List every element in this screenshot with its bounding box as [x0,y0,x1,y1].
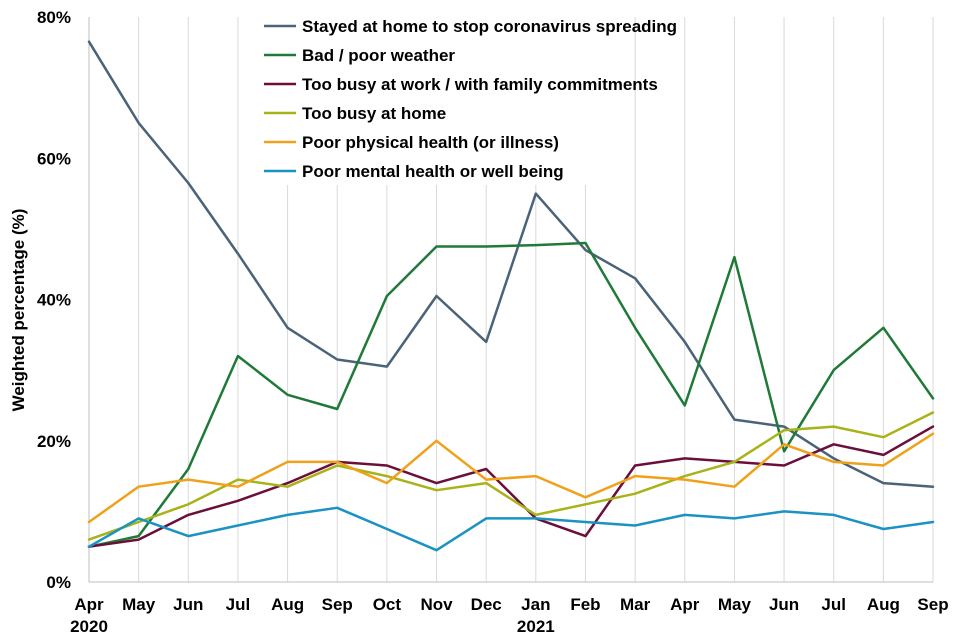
series-line [87,506,935,552]
axes [88,17,933,583]
series-line [87,425,935,548]
x-tick-label: Dec [471,595,502,614]
legend-background [255,10,625,185]
series-line [87,40,935,488]
legend-label: Stayed at home to stop coronavirus sprea… [302,17,677,36]
y-axis-label: Weighted percentage (%) [9,209,28,412]
y-tick-label: 20% [37,432,71,451]
y-tick-label: 40% [37,291,71,310]
legend-label: Too busy at home [302,104,446,123]
x-tick-label: Nov [420,595,453,614]
x-tick-labels: Apr May Jun Jul Aug Sep Oct Nov Dec Jan Feb Mar Apr M… [70,595,949,636]
y-tick-label: 60% [37,149,71,168]
x-year-label: 2020 [70,617,108,636]
legend-label: Too busy at work / with family commitmen… [302,75,658,94]
x-tick-label: May [718,595,752,614]
y-tick-labels: 0% 20% 40% 60% 80% [37,8,71,592]
legend: Stayed at home to stop coronavirus sprea… [255,10,677,185]
x-tick-label: Sep [322,595,353,614]
x-tick-label: Aug [867,595,900,614]
x-tick-label: May [122,595,156,614]
x-tick-label: Jun [173,595,203,614]
x-tick-label: Aug [271,595,304,614]
y-tick-label: 0% [46,573,71,592]
series-line [87,241,935,548]
series-lines [87,40,935,552]
x-year-label: 2021 [517,617,555,636]
x-tick-label: Jan [521,595,550,614]
x-tick-label: Apr [670,595,700,614]
x-tick-label: Oct [373,595,402,614]
series-line [87,432,935,524]
series-line [87,411,935,541]
x-tick-label: Jul [226,595,251,614]
x-tick-label: Jun [769,595,799,614]
legend-label: Poor physical health (or illness) [302,133,559,152]
legend-label: Bad / poor weather [302,46,455,65]
x-tick-label: Apr [74,595,104,614]
x-tick-label: Mar [620,595,651,614]
x-tick-label: Jul [821,595,846,614]
x-tick-label: Feb [570,595,600,614]
y-tick-label: 80% [37,8,71,27]
x-tick-label: Sep [917,595,948,614]
legend-label: Poor mental health or well being [302,162,564,181]
